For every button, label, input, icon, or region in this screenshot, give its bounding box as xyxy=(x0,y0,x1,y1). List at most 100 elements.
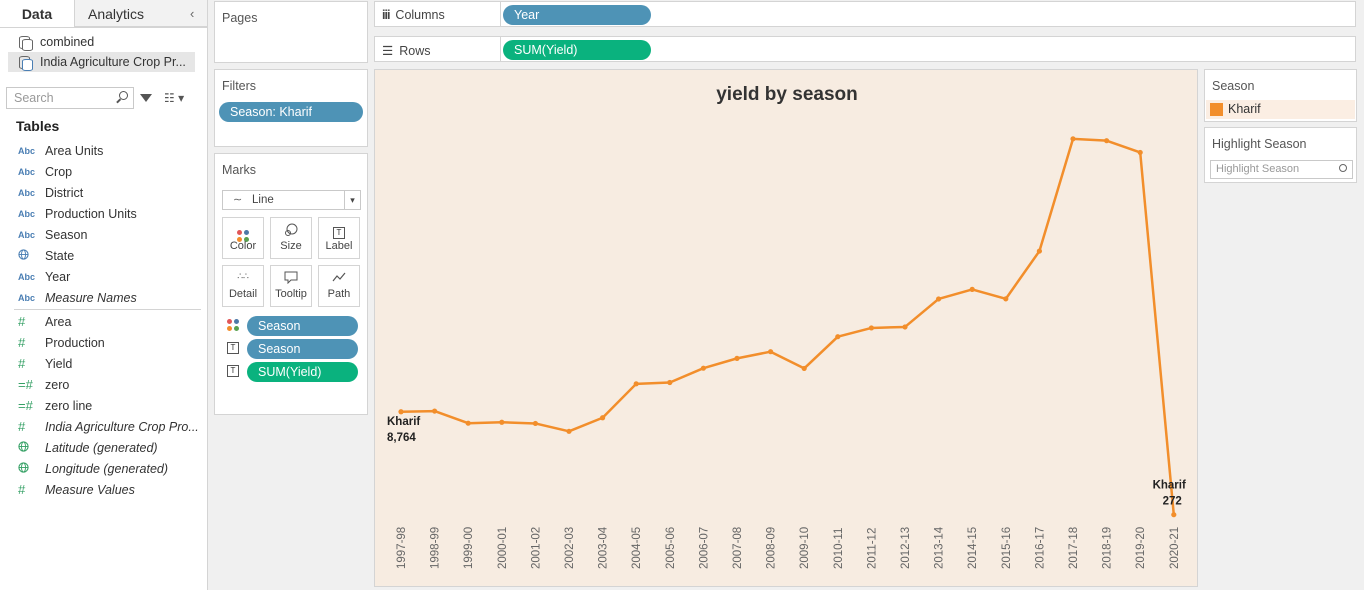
highlight-placeholder: Highlight Season xyxy=(1216,163,1300,175)
data-point[interactable] xyxy=(566,428,572,434)
field-label: Latitude (generated) xyxy=(45,440,158,455)
string-icon: Abc xyxy=(18,166,36,177)
field-label: Longitude (generated) xyxy=(45,461,169,476)
x-tick-label: 2020-21 xyxy=(1169,527,1181,569)
tooltip-label: Tooltip xyxy=(275,288,307,300)
rows-label: ☰ Rows xyxy=(382,43,430,58)
field-item[interactable]: State xyxy=(0,245,207,266)
mark-color-season[interactable]: Season xyxy=(227,316,359,336)
pages-shelf[interactable]: Pages xyxy=(214,1,368,63)
view-list-icon[interactable]: ☷ ▾ xyxy=(164,91,185,105)
line-chart[interactable]: 1997-98 1998-99 1999-00 2000-01 2001-02 2002-… xyxy=(375,70,1199,588)
field-item[interactable]: Abc Production Units xyxy=(0,203,207,224)
search-placeholder: Search xyxy=(14,91,54,105)
tab-analytics[interactable]: Analytics xyxy=(75,0,207,27)
data-point[interactable] xyxy=(499,419,505,425)
datasource-label: combined xyxy=(40,35,95,49)
detail-button[interactable]: ∴∴ Detail xyxy=(222,265,264,307)
field-item[interactable]: # Yield xyxy=(0,353,207,374)
field-item[interactable]: Latitude (generated) xyxy=(0,437,207,458)
tooltip-button[interactable]: Tooltip xyxy=(270,265,312,307)
size-button[interactable]: Size xyxy=(270,217,312,259)
data-point[interactable] xyxy=(532,420,538,427)
field-label: Production xyxy=(45,335,105,350)
data-point[interactable] xyxy=(667,379,673,386)
mark-type-dropdown[interactable]: ∼ Line ▾ xyxy=(222,190,361,210)
data-point[interactable] xyxy=(398,409,404,415)
size-icon xyxy=(271,218,311,240)
data-point[interactable] xyxy=(465,420,471,426)
data-point[interactable] xyxy=(835,334,841,340)
field-item[interactable]: Abc District xyxy=(0,182,207,203)
data-point[interactable] xyxy=(1104,138,1110,144)
data-point[interactable] xyxy=(936,296,942,302)
label-label: Label xyxy=(325,240,353,252)
rows-pill-sum-yield[interactable]: SUM(Yield) xyxy=(503,40,651,60)
columns-pill-year[interactable]: Year xyxy=(503,5,651,25)
data-point[interactable] xyxy=(868,325,874,331)
tables-heading: Tables xyxy=(16,118,60,134)
data-point[interactable] xyxy=(600,415,606,421)
path-label: Path xyxy=(327,288,351,300)
data-point[interactable] xyxy=(633,381,639,387)
field-item[interactable]: =# zero xyxy=(0,374,207,395)
datasource-india-agriculture[interactable]: India Agriculture Crop Pr... xyxy=(8,52,195,72)
pill-sum-yield-label[interactable]: SUM(Yield) xyxy=(247,362,358,382)
field-item[interactable]: # Production xyxy=(0,332,207,353)
field-item[interactable]: Abc Year xyxy=(0,266,207,287)
data-point[interactable] xyxy=(768,349,774,355)
field-item[interactable]: Abc Season xyxy=(0,224,207,245)
mark-label-season[interactable]: T Season xyxy=(227,339,359,359)
highlight-input[interactable]: Highlight Season xyxy=(1210,160,1353,179)
field-label: Area Units xyxy=(45,143,104,158)
data-point[interactable] xyxy=(432,408,438,414)
pill-season-color[interactable]: Season xyxy=(247,316,358,336)
legend-item-kharif[interactable]: Kharif xyxy=(1206,100,1355,119)
field-item[interactable]: =# zero line xyxy=(0,395,207,416)
data-point[interactable] xyxy=(969,286,975,292)
field-item[interactable]: Longitude (generated) xyxy=(0,458,207,479)
field-item[interactable]: # India Agriculture Crop Pro... xyxy=(0,416,207,437)
field-item[interactable]: Abc Measure Names xyxy=(0,287,207,308)
data-point[interactable] xyxy=(1070,136,1076,142)
field-label: Year xyxy=(45,269,71,284)
filter-pill-season[interactable]: Season: Kharif xyxy=(219,102,363,122)
search-input[interactable]: Search xyxy=(6,87,134,109)
x-tick-label: 2016-17 xyxy=(1034,527,1046,569)
mark-label-yield[interactable]: T SUM(Yield) xyxy=(227,362,359,382)
data-point[interactable] xyxy=(1003,296,1009,302)
tab-data[interactable]: Data xyxy=(0,0,75,27)
field-item[interactable]: Abc Crop xyxy=(0,161,207,182)
search-row: Search ☷ ▾ xyxy=(6,87,184,109)
rows-icon: ☰ xyxy=(382,44,394,58)
data-point[interactable] xyxy=(1171,512,1177,518)
data-point[interactable] xyxy=(902,324,908,330)
field-item[interactable]: # Measure Values xyxy=(0,479,207,500)
rows-shelf[interactable]: ☰ Rows SUM(Yield) xyxy=(374,36,1356,62)
label-button[interactable]: T Label xyxy=(318,217,360,259)
pill-season-label[interactable]: Season xyxy=(247,339,358,359)
data-point[interactable] xyxy=(734,355,740,361)
field-item[interactable]: Abc Area Units xyxy=(0,140,207,161)
text-icon: T xyxy=(227,342,239,354)
field-label: Yield xyxy=(45,356,73,371)
pages-title: Pages xyxy=(222,11,258,25)
columns-shelf[interactable]: iii Columns Year xyxy=(374,1,1356,27)
x-tick-label: 2001-02 xyxy=(530,527,542,569)
chart-view[interactable]: yield by season 1997-98 1998-99 1999-00 200… xyxy=(374,69,1198,587)
filter-icon[interactable] xyxy=(140,94,152,102)
filters-shelf[interactable]: Filters Season: Kharif xyxy=(214,69,368,147)
data-point[interactable] xyxy=(1036,248,1042,254)
datasource-combined[interactable]: combined xyxy=(0,32,207,52)
color-button[interactable]: Color xyxy=(222,217,264,259)
data-point[interactable] xyxy=(1137,149,1143,156)
collapse-pane-icon[interactable]: ‹ xyxy=(190,6,195,21)
path-button[interactable]: Path xyxy=(318,265,360,307)
field-label: Crop xyxy=(45,164,73,179)
x-tick-label: 1997-98 xyxy=(396,527,408,569)
field-item[interactable]: # Area xyxy=(0,311,207,332)
legend-label: Kharif xyxy=(1228,102,1261,116)
x-tick-label: 2010-11 xyxy=(833,528,845,569)
data-point[interactable] xyxy=(801,365,807,372)
data-point[interactable] xyxy=(700,365,706,371)
